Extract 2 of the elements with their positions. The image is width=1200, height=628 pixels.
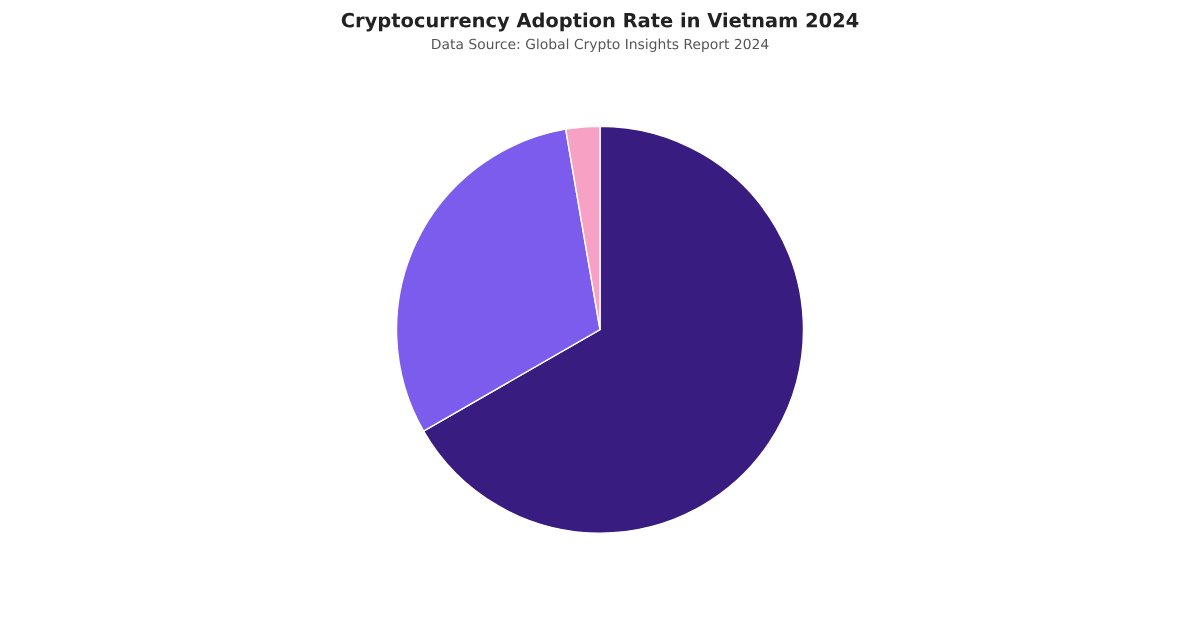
chart-title: Cryptocurrency Adoption Rate in Vietnam 2024: [341, 12, 859, 32]
chart-subtitle: Data Source: Global Crypto Insights Report 2024: [432, 38, 769, 52]
